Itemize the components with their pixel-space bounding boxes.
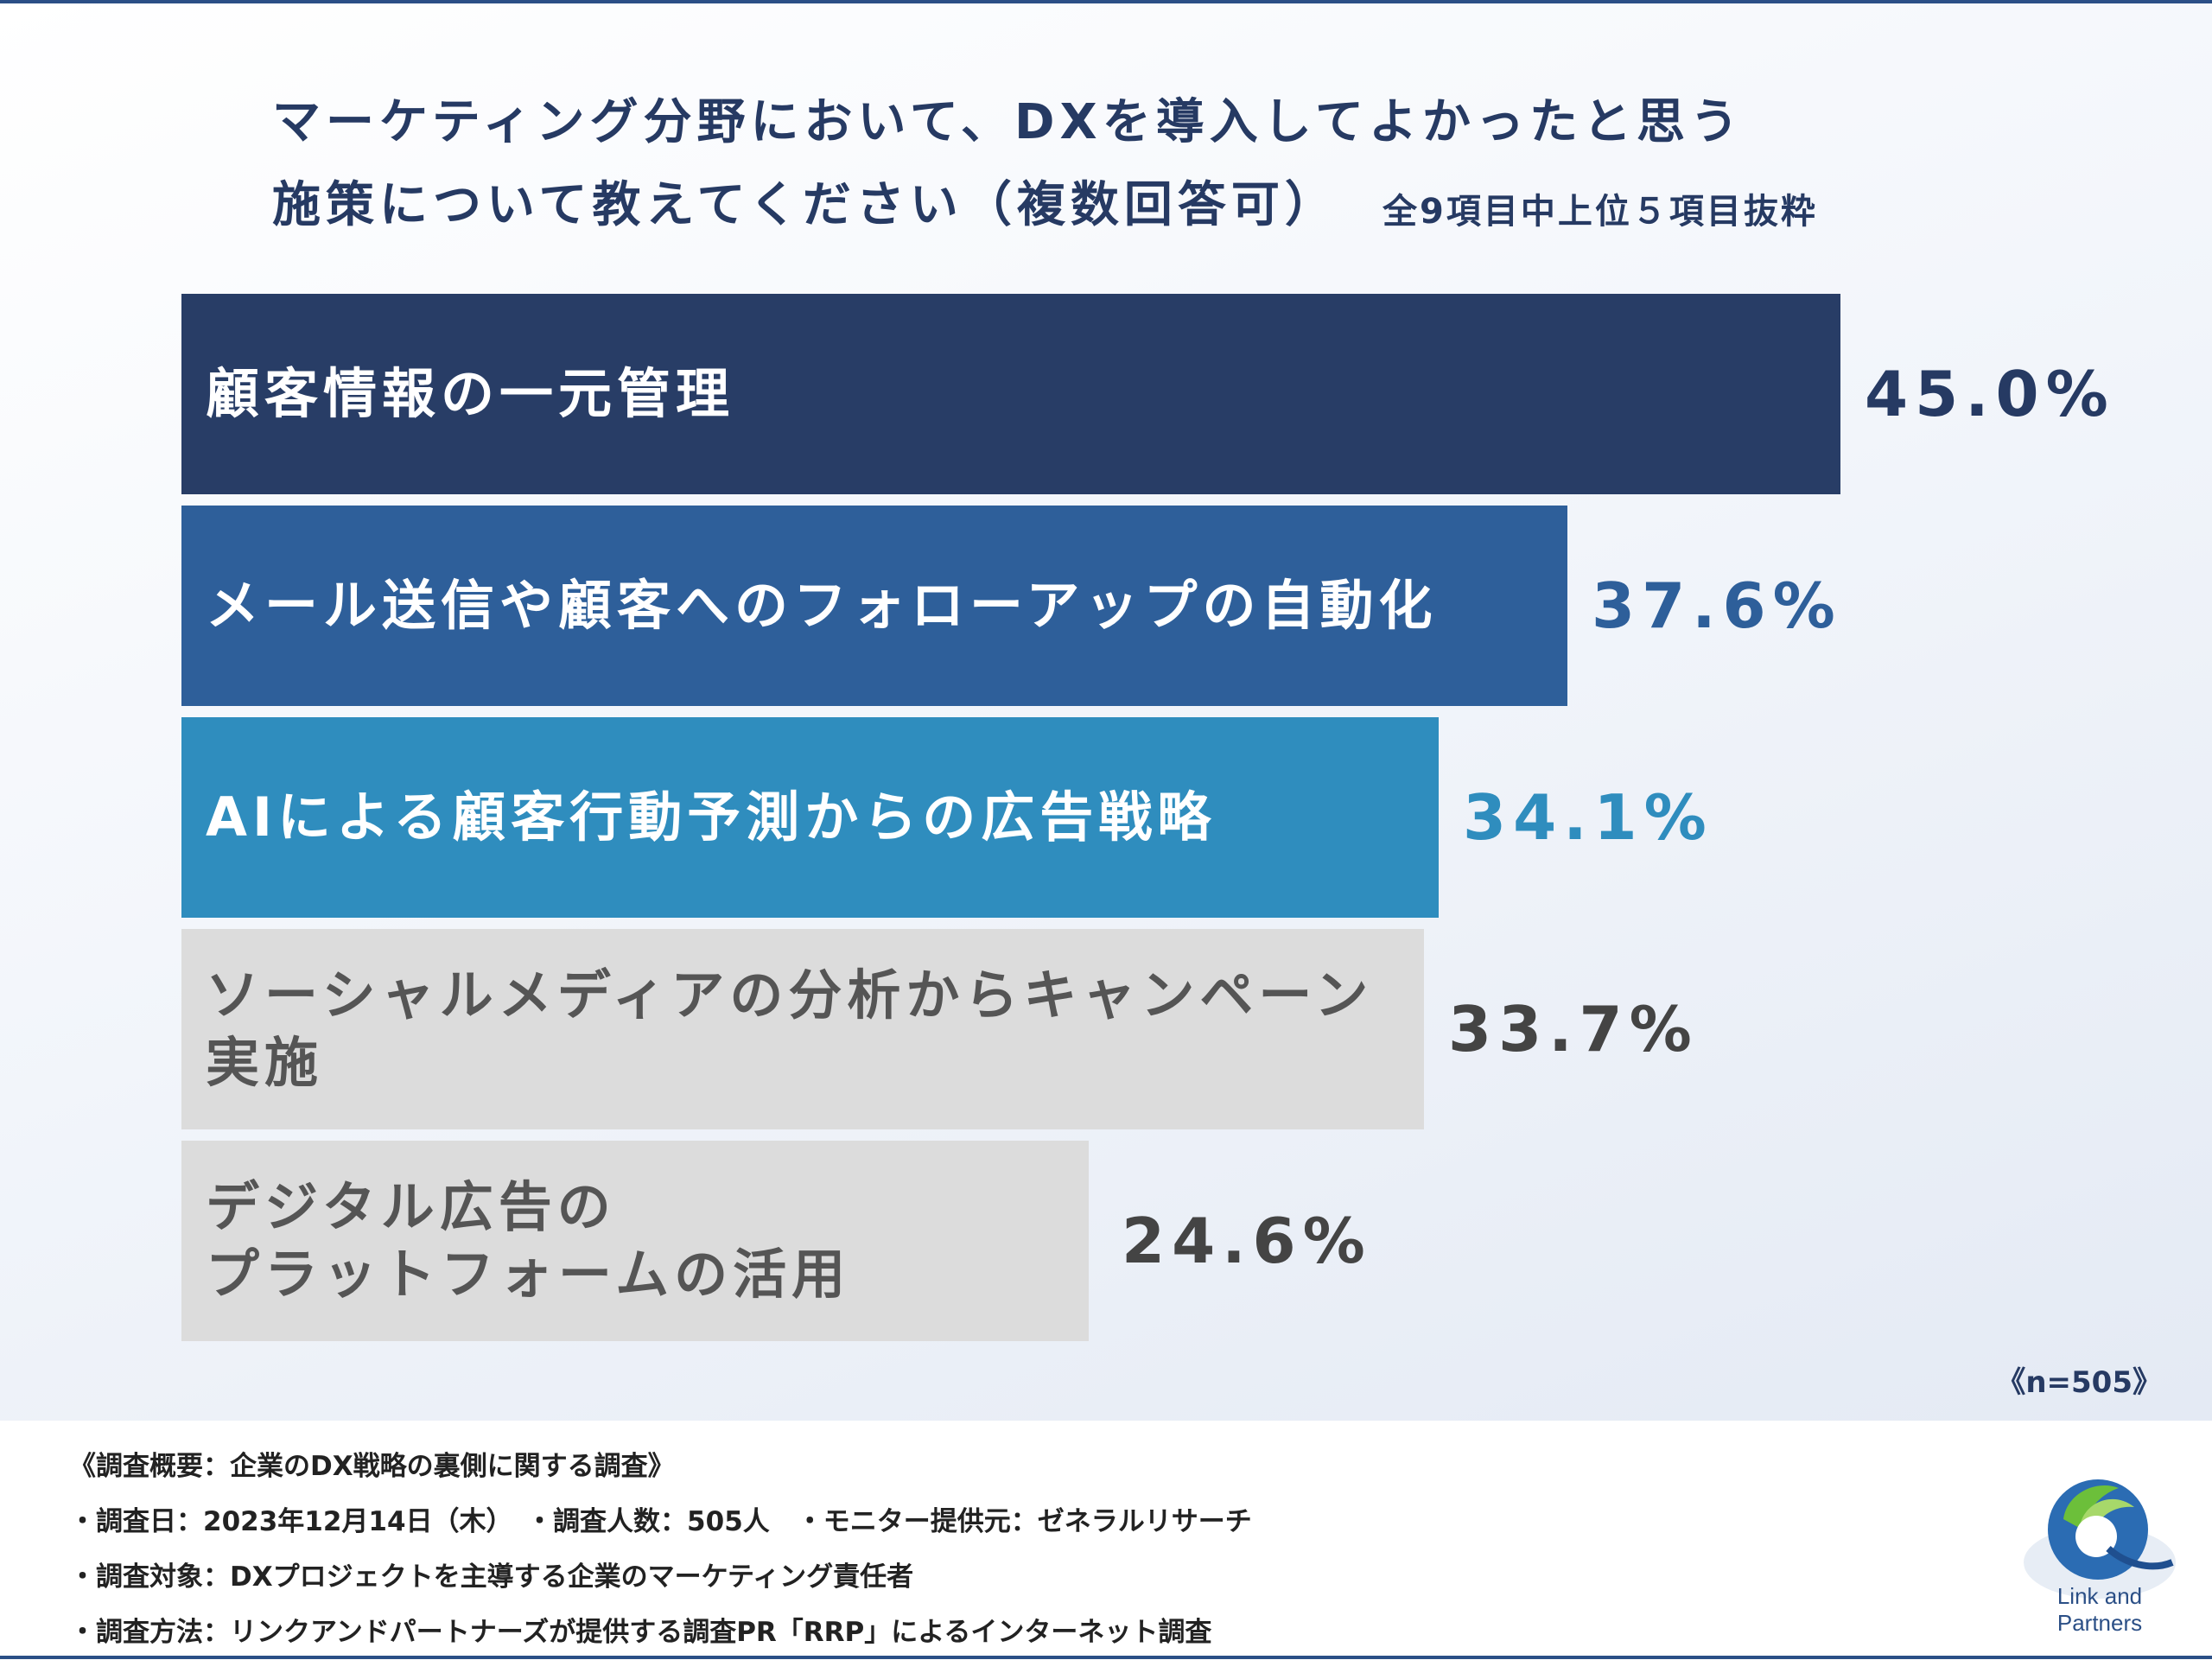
- survey-notes-date: ・調査日：2023年12月14日（木） ・調査人数：505人 ・モニター提供元：…: [69, 1506, 1252, 1537]
- bar-row: デジタル広告の プラットフォームの活用 24.6%: [181, 1141, 1434, 1341]
- bar-category-label: AIによる顧客行動予測からの広告戦略: [206, 785, 1217, 849]
- company-logo-icon: [2024, 1479, 2176, 1599]
- chart-title: マーケティング分野において、DXを導入してよかったと思う 施策について教えてくだ…: [272, 81, 1744, 247]
- bar: メール送信や顧客へのフォローアップの自動化: [181, 506, 1567, 706]
- survey-notes-heading: 《調査概要：企業のDX戦略の裏側に関する調査》: [69, 1451, 675, 1482]
- bar-category-label: ソーシャルメディアの分析からキャンペーン実施: [206, 964, 1374, 1094]
- bar-row: 顧客情報の一元管理 45.0%: [181, 294, 2186, 494]
- bar-category-label: メール送信や顧客へのフォローアップの自動化: [206, 574, 1438, 637]
- bar-category-label: デジタル広告の プラットフォームの活用: [206, 1175, 851, 1306]
- bar-category-label: 顧客情報の一元管理: [206, 362, 735, 425]
- bar-value-label: 33.7%: [1448, 993, 1699, 1065]
- bar-row: ソーシャルメディアの分析からキャンペーン実施 33.7%: [181, 929, 1770, 1129]
- bar-row: メール送信や顧客へのフォローアップの自動化 37.6%: [181, 506, 1913, 706]
- chart-subtitle: 全9項目中上位５項目抜粋: [1382, 192, 1818, 232]
- company-logo-text: Link and Partners: [2056, 1583, 2143, 1636]
- bar-value-label: 45.0%: [1865, 358, 2115, 430]
- bar-value-label: 24.6%: [1122, 1205, 1372, 1277]
- survey-notes: 《調査概要：企業のDX戦略の裏側に関する調査》 ・調査日：2023年12月14日…: [69, 1439, 1252, 1660]
- survey-notes-method: ・調査方法：リンクアンドパートナーズが提供する調査PR「RRP」によるインターネ…: [69, 1617, 1212, 1648]
- survey-notes-target: ・調査対象：DXプロジェクトを主導する企業のマーケティング責任者: [69, 1561, 914, 1593]
- bar: デジタル広告の プラットフォームの活用: [181, 1141, 1089, 1341]
- chart-area: マーケティング分野において、DXを導入してよかったと思う 施策について教えてくだ…: [0, 3, 2212, 1421]
- bar-row: AIによる顧客行動予測からの広告戦略 34.1%: [181, 717, 1784, 918]
- bar: 顧客情報の一元管理: [181, 294, 1840, 494]
- bar-value-label: 34.1%: [1463, 781, 1713, 854]
- bar: AIによる顧客行動予測からの広告戦略: [181, 717, 1439, 918]
- bar: ソーシャルメディアの分析からキャンペーン実施: [181, 929, 1424, 1129]
- sample-size-label: 《n=505》: [1996, 1365, 2162, 1400]
- chart-title-line-2: 施策について教えてください（複数回答可）: [272, 177, 1338, 233]
- chart-title-line-1: マーケティング分野において、DXを導入してよかったと思う: [272, 94, 1745, 150]
- bar-value-label: 37.6%: [1592, 569, 1842, 642]
